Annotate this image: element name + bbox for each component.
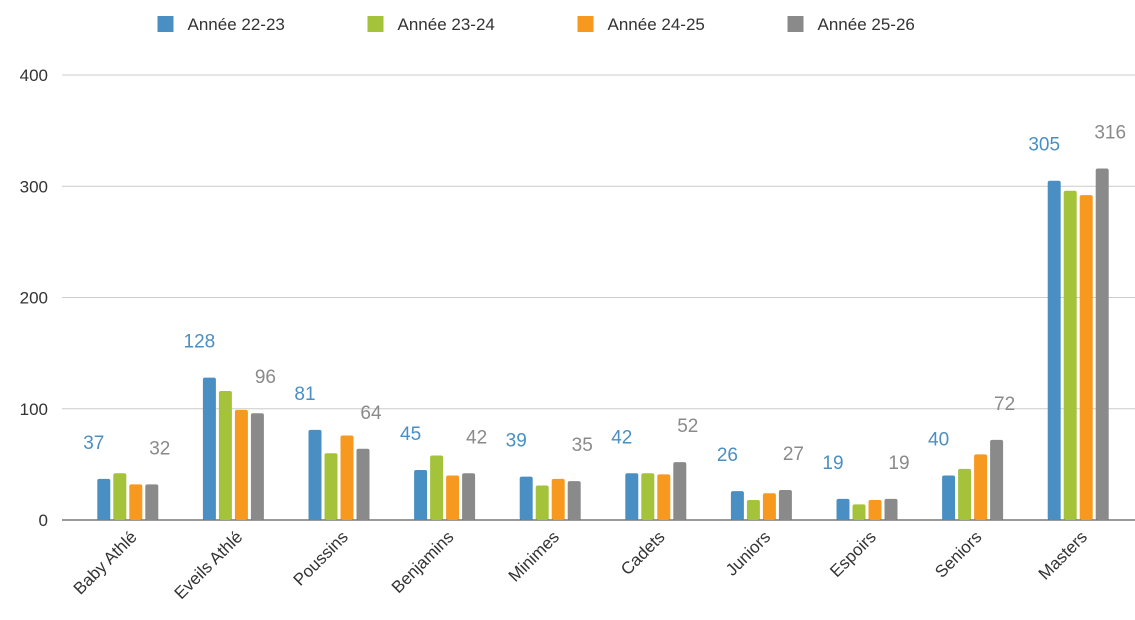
- bar: [202, 377, 216, 520]
- x-tick-label: Baby Athlé: [70, 527, 141, 598]
- data-label: 72: [994, 394, 1015, 415]
- bar: [884, 498, 898, 520]
- x-tick-label: Masters: [1035, 527, 1091, 583]
- bar: [218, 390, 232, 520]
- bar: [462, 473, 476, 520]
- bar: [958, 468, 972, 520]
- bar: [746, 499, 760, 520]
- data-label: 27: [783, 444, 804, 465]
- bar: [942, 475, 956, 520]
- bar: [250, 413, 264, 520]
- legend-swatch: [157, 16, 174, 32]
- bar: [340, 435, 354, 520]
- x-tick-label: Juniors: [722, 527, 774, 579]
- data-label: 42: [611, 427, 632, 448]
- bar: [535, 485, 549, 520]
- bar: [778, 489, 792, 520]
- bar: [324, 453, 338, 520]
- legend-label: Année 24-25: [608, 15, 705, 34]
- bar: [113, 473, 127, 520]
- y-tick-label: 400: [20, 66, 48, 85]
- bar: [567, 481, 581, 520]
- data-label: 40: [928, 430, 949, 451]
- legend-label: Année 22-23: [188, 15, 285, 34]
- bar: [673, 462, 687, 520]
- data-label: 26: [717, 445, 738, 466]
- y-tick-label: 0: [39, 511, 48, 530]
- bar: [145, 484, 159, 520]
- bar: [762, 493, 776, 520]
- bar: [430, 455, 444, 520]
- bar: [868, 499, 882, 520]
- x-tick-label: Cadets: [617, 527, 669, 579]
- legend-swatch: [787, 16, 804, 32]
- data-label: 45: [400, 424, 421, 445]
- bar: [990, 439, 1004, 520]
- data-label: 37: [83, 433, 104, 454]
- bar: [1047, 180, 1061, 520]
- data-label: 316: [1094, 122, 1126, 143]
- y-tick-label: 200: [20, 289, 48, 308]
- x-tick-label: Eveils Athlé: [171, 527, 247, 603]
- bar: [1079, 195, 1093, 520]
- bar: [129, 484, 143, 520]
- bar: [852, 504, 866, 520]
- x-tick-label: Espoirs: [826, 527, 880, 581]
- data-label: 35: [572, 435, 593, 456]
- legend-label: Année 25-26: [818, 15, 915, 34]
- legend-swatch: [367, 16, 384, 32]
- x-tick-label: Poussins: [290, 527, 352, 589]
- bar: [657, 474, 671, 520]
- bar: [446, 475, 460, 520]
- bar: [234, 409, 248, 520]
- bar: [974, 454, 988, 520]
- bar: [356, 448, 370, 520]
- data-label: 19: [888, 453, 909, 474]
- bar: [1063, 190, 1077, 520]
- x-tick-label: Seniors: [931, 527, 985, 581]
- legend-label: Année 23-24: [398, 15, 495, 34]
- bar: [1095, 168, 1109, 520]
- bar: [836, 498, 850, 520]
- data-label: 96: [255, 367, 276, 388]
- bar: [625, 473, 639, 520]
- x-tick-label: Minimes: [505, 527, 563, 585]
- bar: [308, 429, 322, 520]
- data-label: 64: [360, 403, 382, 424]
- legend-swatch: [577, 16, 594, 32]
- data-label: 52: [677, 416, 698, 437]
- data-label: 42: [466, 427, 487, 448]
- bar: [414, 469, 428, 520]
- bar: [519, 476, 533, 520]
- bar: [97, 478, 111, 520]
- data-label: 19: [822, 453, 843, 474]
- data-label: 128: [184, 332, 216, 353]
- bar: [551, 478, 565, 520]
- x-tick-label: Benjamins: [388, 527, 458, 597]
- data-label: 81: [294, 384, 315, 405]
- bar: [730, 491, 744, 520]
- data-label: 39: [506, 431, 527, 452]
- y-tick-label: 300: [20, 177, 48, 196]
- data-label: 305: [1028, 135, 1060, 156]
- bar: [641, 473, 655, 520]
- y-tick-label: 100: [20, 400, 48, 419]
- data-label: 32: [149, 438, 170, 459]
